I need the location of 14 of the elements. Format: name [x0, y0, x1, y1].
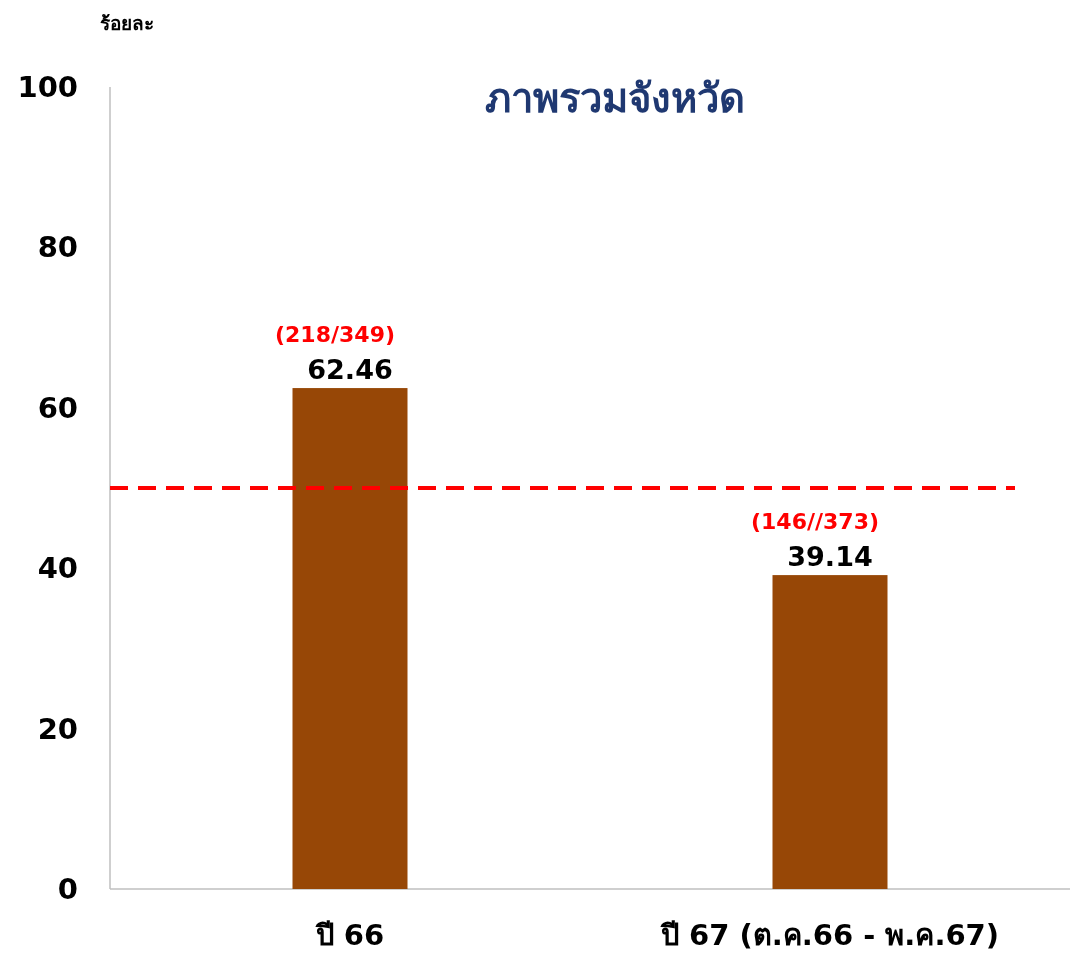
y-tick-label: 20 [37, 711, 78, 746]
x-tick-label: ปี 66 [314, 918, 385, 952]
y-tick-label: 0 [57, 872, 78, 906]
y-tick-label: 80 [37, 230, 78, 265]
data-label: 39.14 [787, 541, 873, 573]
y-tick-label: 40 [37, 551, 78, 586]
y-tick-label: 60 [37, 390, 78, 425]
x-tick-label: ปี 67 (ต.ค.66 - พ.ค.67) [659, 918, 1000, 952]
y-axis-title: ร้อยละ [100, 12, 154, 34]
annotation: (218/349) [275, 322, 395, 348]
y-tick-label: 100 [17, 70, 78, 104]
chart-title: ภาพรวมจังหวัด [485, 75, 745, 121]
annotation: (146//373) [750, 509, 880, 535]
data-label: 62.46 [307, 354, 393, 386]
